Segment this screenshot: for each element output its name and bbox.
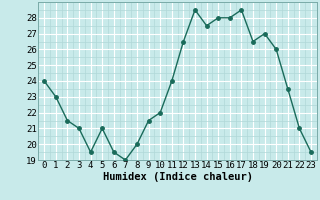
X-axis label: Humidex (Indice chaleur): Humidex (Indice chaleur) bbox=[103, 172, 252, 182]
